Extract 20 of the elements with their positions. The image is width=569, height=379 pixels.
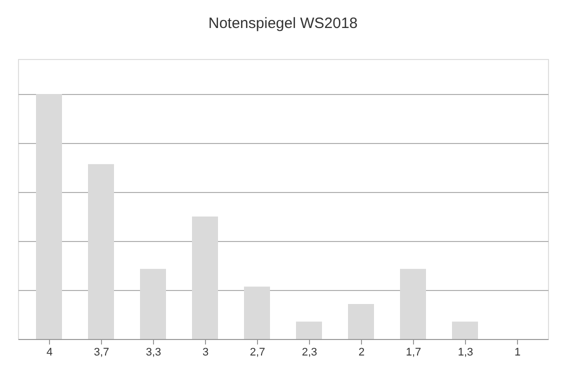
- x-tick-label: 2,3: [302, 346, 318, 358]
- bar: [400, 268, 426, 339]
- x-tick-label: 2,7: [250, 346, 266, 358]
- bar: [88, 164, 114, 339]
- bar: [244, 286, 270, 339]
- x-tick-label: 3,7: [94, 346, 110, 358]
- x-tick-label: 1,3: [458, 346, 474, 358]
- x-tick-label: 2: [358, 346, 365, 358]
- x-tick-label: 3,3: [146, 346, 162, 358]
- chart-title: Notenspiegel WS2018: [208, 15, 358, 32]
- bar: [296, 322, 322, 339]
- x-tick-label: 3: [202, 346, 209, 358]
- bar: [36, 94, 62, 339]
- bar: [452, 322, 478, 339]
- x-tick-label: 4: [46, 346, 53, 358]
- x-tick-label: 1: [514, 346, 521, 358]
- x-tick-label: 1,7: [406, 346, 422, 358]
- bar: [192, 216, 218, 339]
- bar: [140, 268, 166, 339]
- bar: [348, 304, 374, 339]
